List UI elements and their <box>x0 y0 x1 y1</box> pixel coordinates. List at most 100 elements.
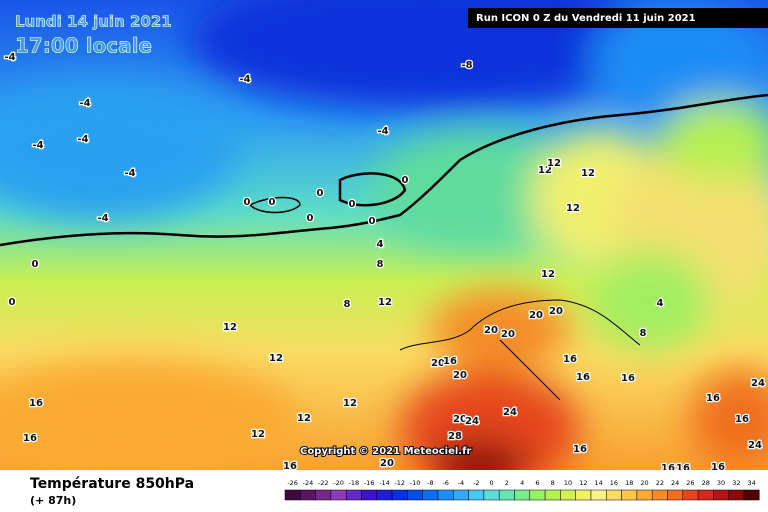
scale-swatch <box>422 489 439 501</box>
contour-label: 8 <box>344 299 351 310</box>
scale-swatch <box>697 489 714 501</box>
scale-label: 0 <box>489 479 493 487</box>
contour-label: 16 <box>735 414 749 425</box>
scale-label: 6 <box>535 479 539 487</box>
scale-label: -26 <box>287 479 298 487</box>
contour-label: 20 <box>431 358 445 369</box>
scale-swatch <box>590 489 607 501</box>
scale-swatch <box>376 489 393 501</box>
scale-label: -24 <box>303 479 314 487</box>
scale-label: 22 <box>656 479 664 487</box>
contour-label: 8 <box>377 259 384 270</box>
scale-swatch <box>514 489 531 501</box>
scale-label: 8 <box>551 479 555 487</box>
scale-label: 18 <box>625 479 633 487</box>
contour-label: -4 <box>77 134 88 145</box>
scale-label: -14 <box>379 479 390 487</box>
scale-label: 12 <box>579 479 587 487</box>
contour-label: 0 <box>402 175 409 186</box>
contour-label: 16 <box>576 372 590 383</box>
scale-swatch <box>713 489 729 501</box>
run-info: Run ICON 0 Z du Vendredi 11 juin 2021 <box>476 13 696 24</box>
contour-label: 0 <box>9 297 16 308</box>
contour-label: 4 <box>657 298 664 309</box>
contour-label: 4 <box>377 239 384 250</box>
contour-label: 24 <box>748 440 762 451</box>
scale-label: 4 <box>520 479 524 487</box>
scale-swatch <box>498 489 515 501</box>
scale-swatch <box>483 489 500 501</box>
scale-swatch <box>284 489 301 501</box>
contour-label: 16 <box>23 433 37 444</box>
contour-label: 16 <box>621 373 635 384</box>
scale-label: 30 <box>717 479 725 487</box>
scale-swatch <box>560 489 576 501</box>
scale-swatch <box>330 489 347 501</box>
contour-label: 20 <box>380 458 394 469</box>
scale-label: -18 <box>349 479 360 487</box>
scale-swatch <box>437 489 454 501</box>
scale-swatch <box>315 489 332 501</box>
scale-label: -22 <box>318 479 329 487</box>
scale-label: -16 <box>364 479 375 487</box>
scale-swatch <box>361 489 378 501</box>
scale-label: 24 <box>671 479 679 487</box>
run-box <box>468 8 768 28</box>
scale-swatch <box>468 489 485 501</box>
contour-label: 16 <box>706 393 720 404</box>
contour-label: 12 <box>269 353 283 364</box>
contour-label: 20 <box>453 370 467 381</box>
scale-label: 28 <box>702 479 710 487</box>
contour-label: 24 <box>751 378 765 389</box>
contour-label: 12 <box>297 413 311 424</box>
scale-label: -6 <box>442 479 448 487</box>
contour-label: 12 <box>541 269 555 280</box>
lead-time: (+ 87h) <box>30 494 76 507</box>
date: Lundi 14 juin 2021 <box>15 13 172 31</box>
scale-swatch <box>743 489 760 501</box>
scale-label: -20 <box>333 479 344 487</box>
scale-swatch <box>407 489 423 501</box>
contour-label: -4 <box>4 52 15 63</box>
scale-label: 16 <box>610 479 618 487</box>
contour-label: 0 <box>269 197 276 208</box>
contour-label: 0 <box>349 199 356 210</box>
contour-label: 12 <box>547 158 561 169</box>
scale-swatch <box>728 489 745 501</box>
contour-label: 20 <box>484 325 498 336</box>
contour-label: 16 <box>283 461 297 472</box>
scale-label: -2 <box>473 479 479 487</box>
scale-label: 26 <box>686 479 694 487</box>
contour-label: 12 <box>251 429 265 440</box>
time: 17:00 locale <box>15 34 152 58</box>
contour-label: -8 <box>461 60 472 71</box>
scale-label: 34 <box>748 479 756 487</box>
scale-label: -8 <box>427 479 433 487</box>
contour-label: 24 <box>465 416 479 427</box>
contour-label: -4 <box>32 140 43 151</box>
scale-label: 14 <box>595 479 603 487</box>
contour-label: 16 <box>563 354 577 365</box>
contour-label: 16 <box>443 356 457 367</box>
color-scale: -26 -24 -22 -20 -18 -16 -14 -12 -10 -8 -6 -4 -2 0 2 4 6 8… <box>284 479 760 501</box>
scale-swatch <box>651 489 668 501</box>
contour-label: 8 <box>640 328 647 339</box>
contour-label: 28 <box>448 431 462 442</box>
contour-label: 20 <box>529 310 543 321</box>
scale-swatch <box>636 489 653 501</box>
scale-label: -4 <box>458 479 464 487</box>
contour-label: 0 <box>244 197 251 208</box>
scale-label: 20 <box>640 479 648 487</box>
scale-swatch <box>682 489 699 501</box>
temperature-field <box>0 0 768 500</box>
contour-label: 20 <box>501 329 515 340</box>
contour-label: 16 <box>29 398 43 409</box>
contour-label: 12 <box>566 203 580 214</box>
scale-swatch <box>606 489 622 501</box>
scale-label: 2 <box>505 479 509 487</box>
copyright: Copyright © 2021 Meteociel.fr <box>300 446 471 457</box>
scale-label: 32 <box>732 479 740 487</box>
